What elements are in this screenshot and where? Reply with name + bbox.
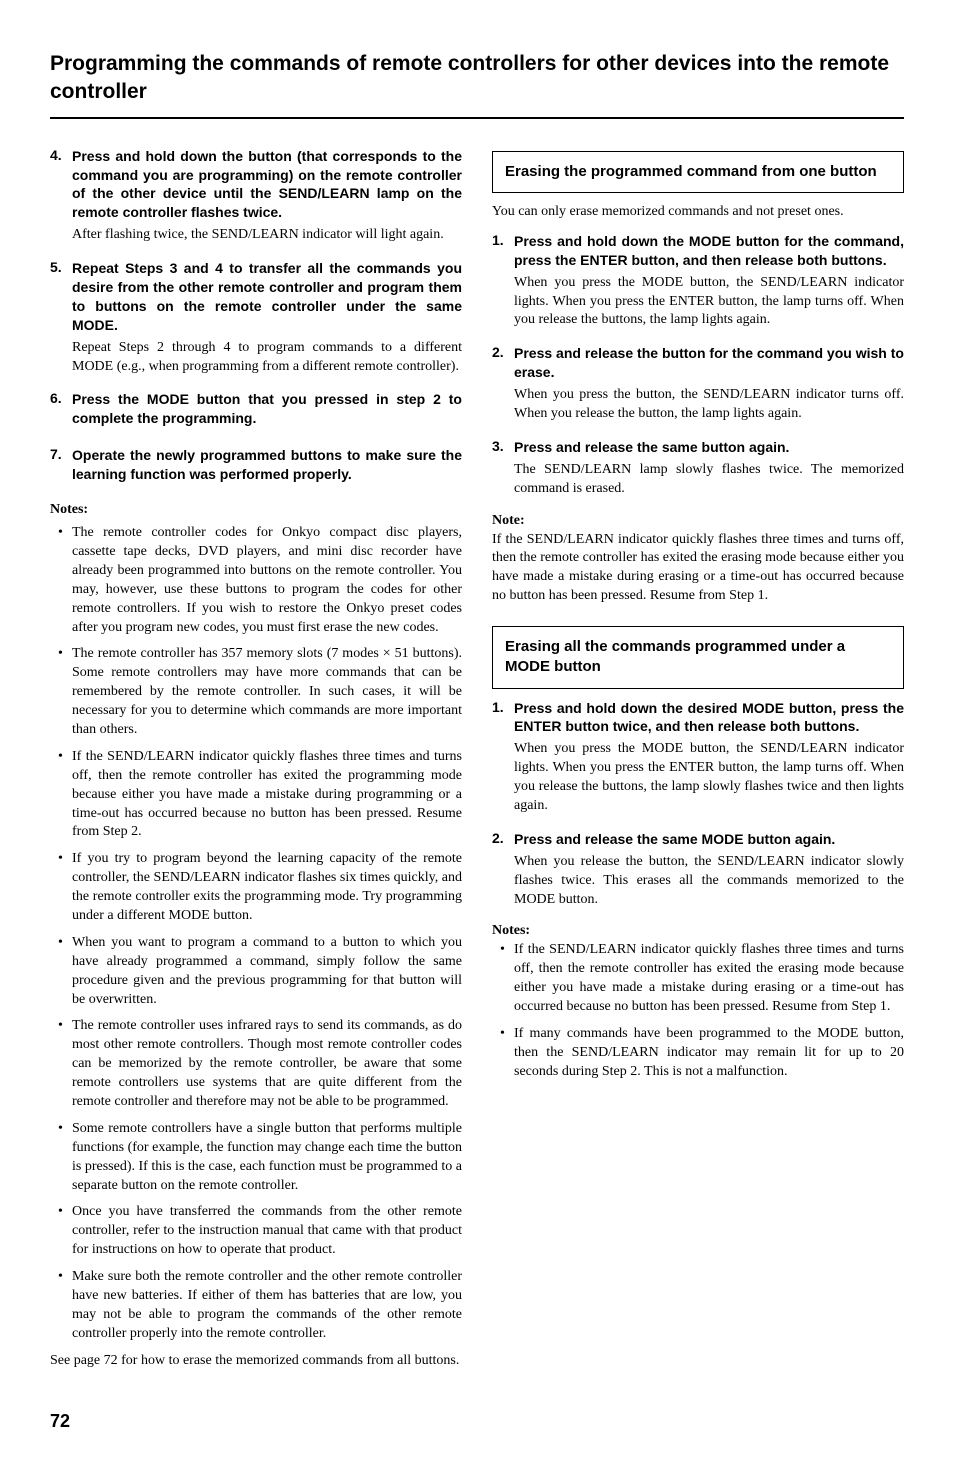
- step-6: 6. Press the MODE button that you presse…: [50, 390, 462, 432]
- notes-list: The remote controller codes for Onkyo co…: [50, 524, 462, 1344]
- step-desc: When you press the MODE button, the SEND…: [514, 274, 904, 331]
- step-number: 1.: [492, 699, 514, 816]
- step-title: Repeat Steps 3 and 4 to transfer all the…: [72, 259, 462, 335]
- step-number: 2.: [492, 830, 514, 910]
- step-title: Press and hold down the MODE button for …: [514, 232, 904, 270]
- note-item: If you try to program beyond the learnin…: [72, 850, 462, 926]
- note-item: If the SEND/LEARN indicator quickly flas…: [514, 941, 904, 1017]
- step-title: Press and release the same MODE button a…: [514, 830, 904, 849]
- step-number: 5.: [50, 259, 72, 376]
- notes-list: If the SEND/LEARN indicator quickly flas…: [492, 941, 904, 1081]
- note-item: The remote controller uses infrared rays…: [72, 1017, 462, 1111]
- step-number: 7.: [50, 446, 72, 488]
- step-5: 5. Repeat Steps 3 and 4 to transfer all …: [50, 259, 462, 376]
- step-number: 6.: [50, 390, 72, 432]
- step-desc: The SEND/LEARN lamp slowly flashes twice…: [514, 461, 904, 499]
- title-divider: [50, 117, 904, 119]
- intro-text: You can only erase memorized commands an…: [492, 203, 904, 222]
- step-number: 2.: [492, 344, 514, 424]
- left-column: 4. Press and hold down the button (that …: [50, 147, 462, 1371]
- section-box-erase-one: Erasing the programmed command from one …: [492, 151, 904, 193]
- note-item: If the SEND/LEARN indicator quickly flas…: [72, 748, 462, 842]
- right-column: Erasing the programmed command from one …: [492, 147, 904, 1371]
- step-title: Press and release the same button again.: [514, 438, 904, 457]
- erase-all-step-1: 1. Press and hold down the desired MODE …: [492, 699, 904, 816]
- trailing-text: See page 72 for how to erase the memoriz…: [50, 1352, 462, 1371]
- note-paragraph: If the SEND/LEARN indicator quickly flas…: [492, 531, 904, 607]
- page-number: 72: [50, 1411, 904, 1432]
- erase-all-step-2: 2. Press and release the same MODE butto…: [492, 830, 904, 910]
- step-desc: When you release the button, the SEND/LE…: [514, 853, 904, 910]
- notes-header: Notes:: [50, 502, 462, 518]
- step-desc: When you press the MODE button, the SEND…: [514, 740, 904, 816]
- note-item: Some remote controllers have a single bu…: [72, 1120, 462, 1196]
- step-title: Press and release the button for the com…: [514, 344, 904, 382]
- step-number: 1.: [492, 232, 514, 330]
- step-title: Press the MODE button that you pressed i…: [72, 390, 462, 428]
- step-number: 3.: [492, 438, 514, 499]
- page-title: Programming the commands of remote contr…: [50, 50, 904, 107]
- note-header: Note:: [492, 513, 904, 529]
- section-box-erase-all: Erasing all the commands programmed unde…: [492, 626, 904, 689]
- step-4: 4. Press and hold down the button (that …: [50, 147, 462, 245]
- erase-step-2: 2. Press and release the button for the …: [492, 344, 904, 424]
- step-desc: Repeat Steps 2 through 4 to program comm…: [72, 339, 462, 377]
- notes-header: Notes:: [492, 923, 904, 939]
- erase-step-1: 1. Press and hold down the MODE button f…: [492, 232, 904, 330]
- note-item: If many commands have been programmed to…: [514, 1025, 904, 1082]
- note-item: Once you have transferred the commands f…: [72, 1203, 462, 1260]
- note-item: Make sure both the remote controller and…: [72, 1268, 462, 1344]
- step-title: Operate the newly programmed buttons to …: [72, 446, 462, 484]
- two-column-layout: 4. Press and hold down the button (that …: [50, 147, 904, 1371]
- erase-step-3: 3. Press and release the same button aga…: [492, 438, 904, 499]
- note-item: The remote controller codes for Onkyo co…: [72, 524, 462, 637]
- step-title: Press and hold down the desired MODE but…: [514, 699, 904, 737]
- box-title: Erasing the programmed command from one …: [505, 162, 891, 182]
- step-desc: After flashing twice, the SEND/LEARN ind…: [72, 226, 462, 245]
- note-item: When you want to program a command to a …: [72, 934, 462, 1010]
- step-7: 7. Operate the newly programmed buttons …: [50, 446, 462, 488]
- note-item: The remote controller has 357 memory slo…: [72, 645, 462, 739]
- step-title: Press and hold down the button (that cor…: [72, 147, 462, 223]
- step-number: 4.: [50, 147, 72, 245]
- box-title: Erasing all the commands programmed unde…: [505, 637, 891, 678]
- step-desc: When you press the button, the SEND/LEAR…: [514, 386, 904, 424]
